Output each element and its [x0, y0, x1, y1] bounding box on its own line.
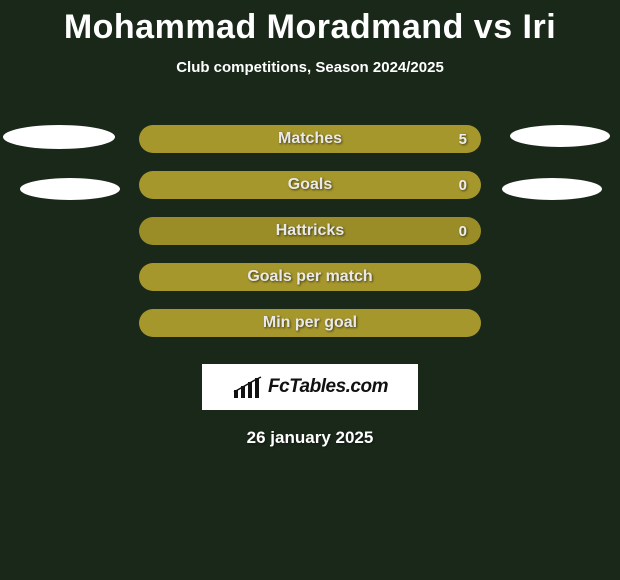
stat-row: Min per goal	[0, 300, 620, 346]
stat-bar: Min per goal	[139, 309, 481, 337]
stat-label: Goals	[139, 176, 481, 194]
stat-bar: Goals0	[139, 171, 481, 199]
stat-value: 0	[459, 223, 467, 240]
stat-row: Goals0	[0, 162, 620, 208]
snapshot-date: 26 january 2025	[0, 428, 620, 448]
stat-label: Goals per match	[139, 268, 481, 286]
stat-bar: Goals per match	[139, 263, 481, 291]
page-title: Mohammad Moradmand vs Iri	[0, 0, 620, 47]
stat-label: Min per goal	[139, 314, 481, 332]
stat-value: 0	[459, 177, 467, 194]
chart-icon	[232, 376, 262, 398]
stat-bar: Matches5	[139, 125, 481, 153]
brand-box: FcTables.com	[202, 364, 418, 410]
stat-label: Hattricks	[139, 222, 481, 240]
stat-row: Matches5	[0, 116, 620, 162]
stat-row: Hattricks0	[0, 208, 620, 254]
stat-row: Goals per match	[0, 254, 620, 300]
stat-label: Matches	[139, 130, 481, 148]
stat-bar: Hattricks0	[139, 217, 481, 245]
brand-name: FcTables.com	[268, 376, 388, 398]
stat-value: 5	[459, 131, 467, 148]
comparison-chart: Matches5Goals0Hattricks0Goals per matchM…	[0, 116, 620, 346]
page-subtitle: Club competitions, Season 2024/2025	[0, 59, 620, 76]
